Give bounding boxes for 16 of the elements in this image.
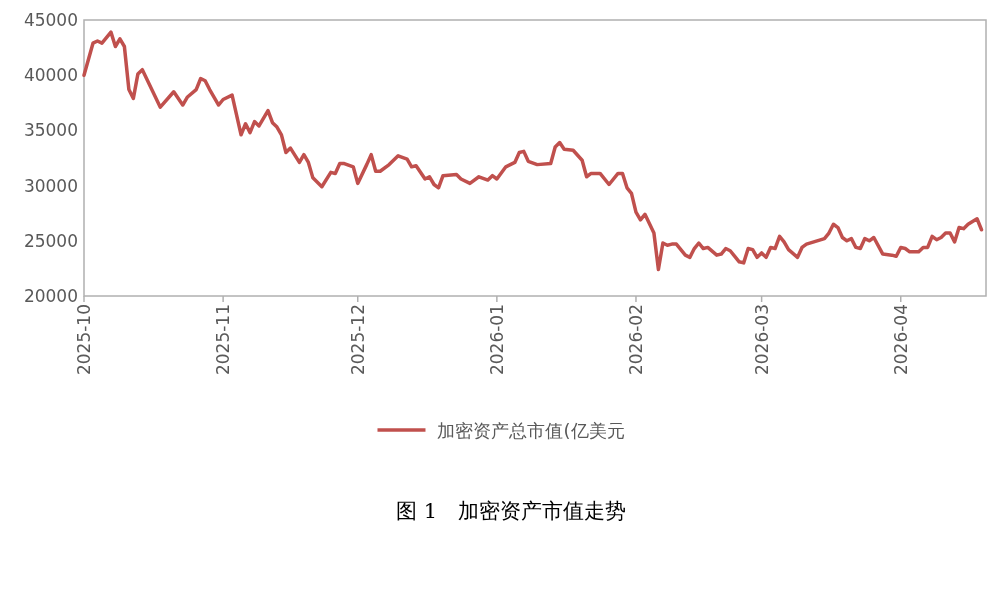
x-tick-label: 2026-04 bbox=[890, 304, 911, 376]
x-tick-label: 2025-12 bbox=[347, 304, 368, 376]
text: 图 1 加密资产市值走势 bbox=[395, 499, 627, 523]
x-tick-label: 2026-03 bbox=[751, 304, 772, 376]
legend-label: 加密资产总市值(亿美元 bbox=[437, 420, 625, 441]
line-series bbox=[82, 30, 984, 272]
x-tick-label: 2026-01 bbox=[486, 304, 507, 376]
y-tick-label: 40000 bbox=[23, 65, 78, 86]
y-tick-label: 20000 bbox=[23, 286, 78, 306]
x-tick-label: 2025-10 bbox=[74, 304, 94, 376]
y-tick-label: 25000 bbox=[23, 230, 78, 251]
x-tick-label: 2025-11 bbox=[213, 304, 234, 376]
x-tick-label: 2026-02 bbox=[625, 304, 646, 376]
y-tick-label: 45000 bbox=[23, 10, 78, 30]
y-tick-label: 30000 bbox=[23, 175, 78, 196]
y-tick-label: 35000 bbox=[23, 120, 78, 141]
